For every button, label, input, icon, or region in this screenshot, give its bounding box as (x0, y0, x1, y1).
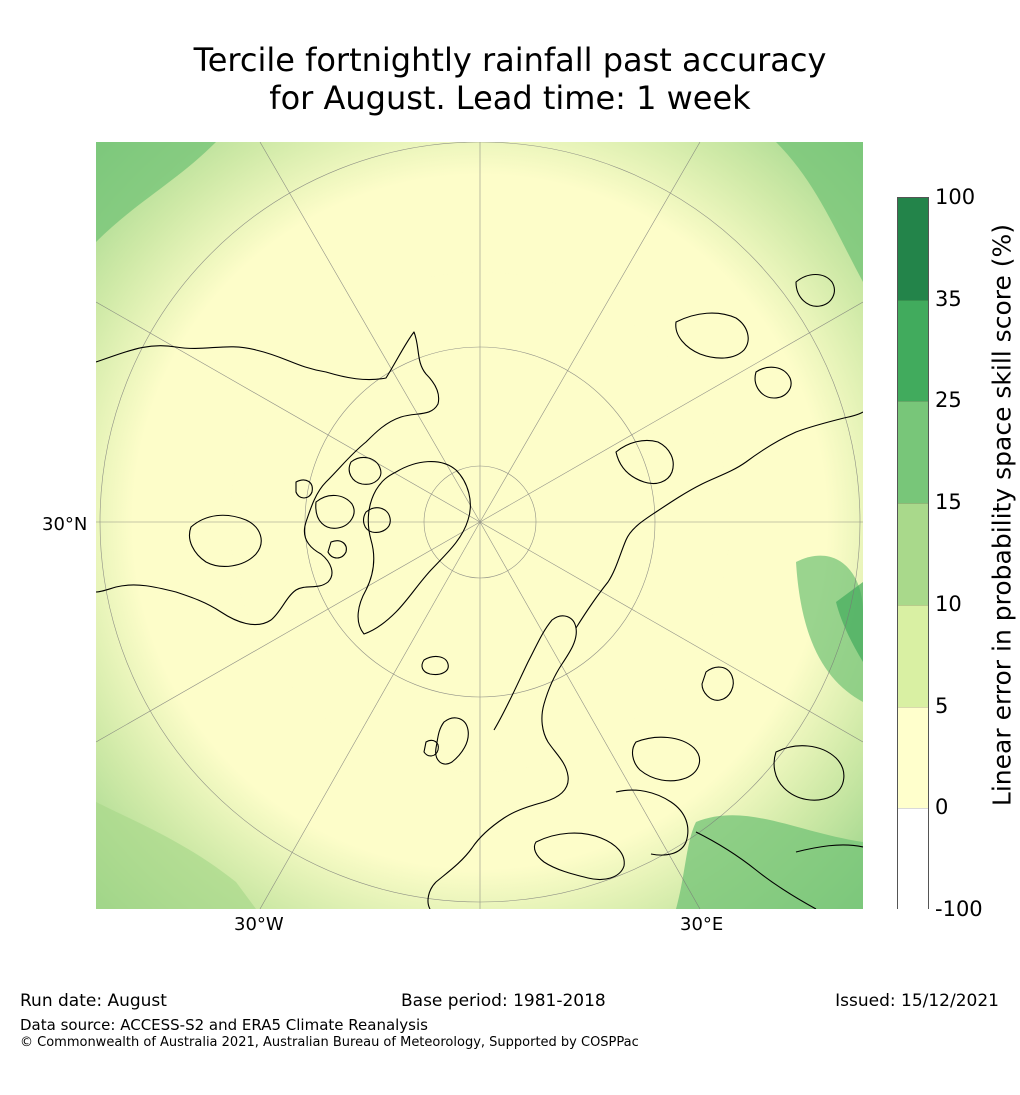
colorbar-tick-label: 35 (935, 286, 962, 311)
graticule (96, 142, 863, 909)
coastlines (96, 273, 863, 909)
colorbar-tick-label: 100 (935, 185, 976, 209)
chart-title-line-1: Tercile fortnightly rainfall past accura… (193, 41, 827, 79)
data-source: Data source: ACCESS-S2 and ERA5 Climate … (20, 1016, 428, 1034)
colorbar (897, 197, 929, 911)
colorbar-tick-label: 10 (935, 591, 962, 616)
colorbar-bin (898, 198, 928, 300)
issued-date: Issued: 15/12/2021 (835, 991, 999, 1011)
run-date: Run date: August (20, 991, 167, 1011)
colorbar-bin (898, 503, 928, 606)
colorbar-bin (898, 808, 928, 911)
polar-map-svg (96, 142, 863, 909)
colorbar-tick-label: 25 (935, 388, 962, 413)
colorbar-label: Linear error in probability space skill … (987, 223, 1017, 807)
colorbar-tick-label: 0 (935, 795, 949, 820)
latitude-label-30n: 30°N (42, 514, 88, 535)
longitude-label-30w: 30°W (234, 914, 284, 935)
longitude-label-30e: 30°E (680, 914, 724, 935)
colorbar-tick-label: 15 (935, 490, 962, 515)
colorbar-bin (898, 299, 928, 403)
colorbar-bin (898, 401, 928, 505)
colorbar-bin (898, 604, 928, 708)
base-period: Base period: 1981-2018 (401, 991, 606, 1011)
colorbar-tick-label: 5 (935, 693, 949, 718)
colorbar-tick-label: -100 (935, 897, 983, 921)
skill-field (96, 142, 863, 909)
colorbar-bin (898, 706, 928, 810)
chart-title-line-2: for August. Lead time: 1 week (269, 79, 751, 117)
copyright: © Commonwealth of Australia 2021, Austra… (20, 1035, 639, 1050)
polar-map[interactable] (96, 142, 863, 909)
